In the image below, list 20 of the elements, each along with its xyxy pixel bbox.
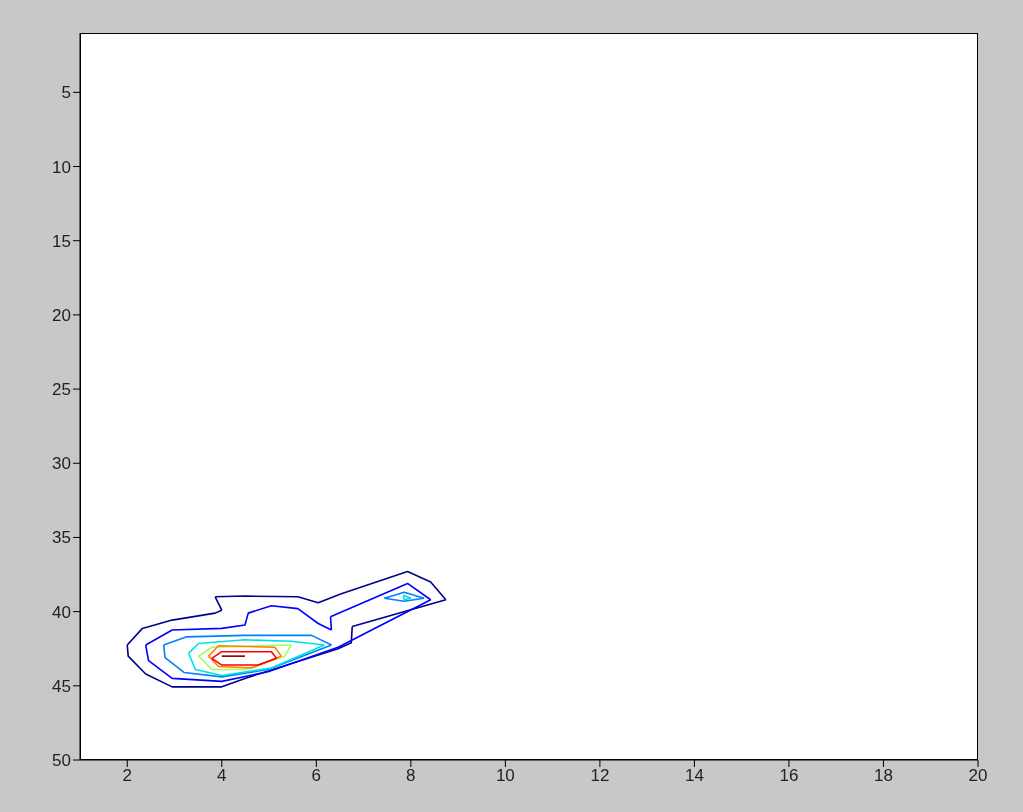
- x-tick-label: 4: [217, 766, 227, 786]
- x-tick-label: 8: [406, 766, 416, 786]
- x-tick-label: 2: [122, 766, 132, 786]
- y-tick-label: 45: [52, 676, 71, 696]
- y-tick-label: 50: [52, 751, 71, 771]
- y-tick-label: 25: [52, 380, 71, 400]
- x-tick-label: 12: [590, 766, 610, 786]
- x-tick-label: 16: [779, 766, 799, 786]
- y-tick-label: 35: [52, 528, 71, 548]
- y-tick-label: 40: [52, 602, 71, 622]
- x-tick-label: 6: [311, 766, 322, 786]
- y-tick-label: 30: [52, 454, 71, 474]
- y-tick-label: 10: [52, 157, 71, 177]
- x-tick-label: 14: [684, 766, 704, 786]
- y-tick-label: 5: [61, 83, 71, 103]
- y-tick-label: 20: [52, 305, 71, 325]
- x-tick-label: 18: [874, 766, 893, 786]
- y-tick-label: 15: [52, 231, 71, 251]
- x-tick-label: 20: [968, 766, 988, 786]
- x-tick-label: 10: [495, 766, 515, 786]
